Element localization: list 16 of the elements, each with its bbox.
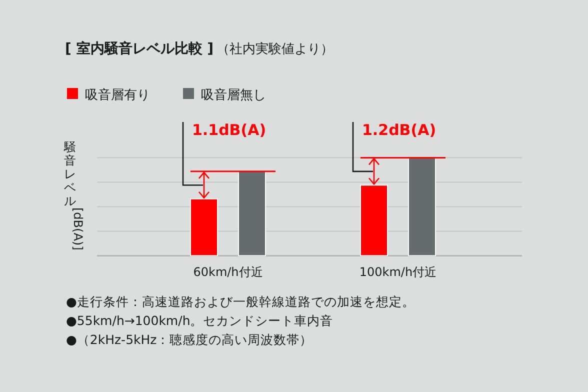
text: 1.1dB(A) bbox=[192, 121, 266, 139]
bar bbox=[360, 184, 388, 256]
bar bbox=[190, 198, 218, 256]
bar bbox=[238, 170, 266, 256]
chart-title: [ 室内騒音レベル比較 ] bbox=[65, 40, 214, 57]
text: ●55km/h→100km/h。セカンドシート車内音 bbox=[66, 313, 334, 328]
bar bbox=[408, 157, 436, 256]
text: 1.2dB(A) bbox=[362, 121, 436, 139]
y-axis-title: 騒音レベル[dB(A)] bbox=[64, 140, 85, 250]
x-tick-label: 60km/h付近 bbox=[193, 265, 263, 279]
legend-label: 吸音層無し bbox=[201, 88, 266, 103]
text: ●走行条件：高速道路および一般幹線道路での加速を想定。 bbox=[66, 294, 415, 309]
text: ●（2kHz-5kHz：聴感度の高い周波数帯） bbox=[66, 332, 313, 347]
x-tick-label: 100km/h付近 bbox=[359, 265, 437, 279]
chart-subtitle: （社内実験値より） bbox=[216, 41, 334, 57]
legend-label: 吸音層有り bbox=[85, 88, 150, 103]
